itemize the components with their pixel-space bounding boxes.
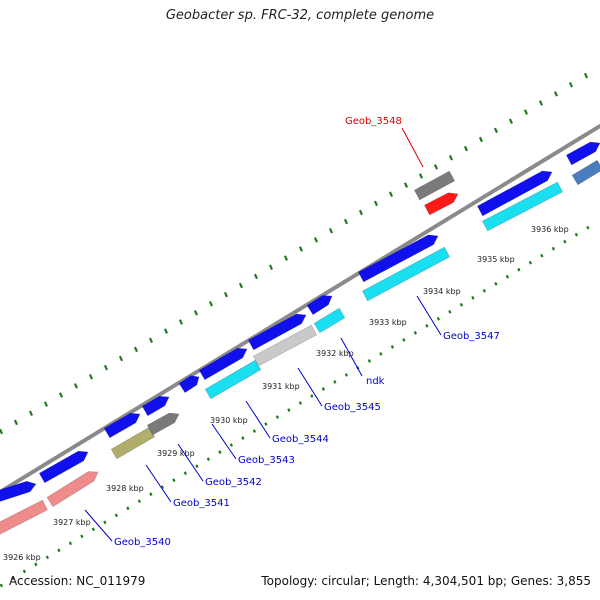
feature-layer	[0, 141, 600, 535]
gene-arrow[interactable]	[253, 324, 317, 367]
label-leader-line	[211, 423, 237, 460]
gene-arrow[interactable]	[204, 359, 262, 400]
gene-label[interactable]: ndk	[366, 376, 385, 387]
tick-layer	[0, 72, 590, 588]
gene-arrow[interactable]	[361, 246, 451, 302]
kbp-mark-label: 3928 kbp	[106, 484, 144, 493]
label-leader-line	[297, 367, 323, 407]
gene-arrow[interactable]	[476, 170, 553, 217]
backbone-line	[0, 123, 600, 495]
gene-arrow[interactable]	[306, 295, 333, 316]
gene-arrow[interactable]	[413, 170, 456, 201]
gene-label[interactable]: Geob_3540	[114, 537, 171, 548]
genome-backbone	[0, 123, 600, 495]
gene-arrow[interactable]	[141, 395, 170, 417]
genome-summary: Topology: circular; Length: 4,304,501 bp…	[261, 574, 591, 588]
gene-arrow[interactable]	[565, 141, 600, 166]
gene-label[interactable]: Geob_3547	[443, 331, 500, 342]
kbp-mark-label: 3936 kbp	[531, 225, 569, 234]
label-leader-line	[84, 509, 113, 542]
gene-label[interactable]: Geob_3543	[238, 455, 295, 466]
gene-label[interactable]: Geob_3545	[324, 402, 381, 413]
accession-text: Accession: NC_011979	[9, 574, 146, 588]
gene-arrow[interactable]	[103, 412, 141, 439]
kbp-mark-label: 3930 kbp	[210, 416, 248, 425]
gene-label[interactable]: Geob_3548	[345, 116, 402, 127]
kbp-mark-label: 3933 kbp	[369, 318, 407, 327]
gene-arrow[interactable]	[0, 499, 48, 535]
gene-arrow[interactable]	[482, 181, 563, 232]
label-leader-line	[245, 400, 271, 439]
label-leader-line	[340, 337, 363, 377]
gene-arrow[interactable]	[0, 480, 37, 502]
gene-arrow[interactable]	[424, 192, 459, 216]
kbp-mark-label: 3935 kbp	[477, 255, 515, 264]
map-title: Geobacter sp. FRC-32, complete genome	[165, 8, 435, 23]
outer-tick-row	[0, 72, 589, 435]
label-leader-line	[177, 443, 204, 482]
label-leader-line	[145, 464, 172, 503]
inner-tick-row	[0, 225, 590, 588]
kbp-scale: 3926 kbp 3927 kbp 3928 kbp 3929 kbp 3930 kbp…	[3, 225, 569, 562]
kbp-mark-label: 3927 kbp	[53, 518, 91, 527]
gene-label[interactable]: Geob_3544	[272, 434, 329, 445]
kbp-mark-label: 3931 kbp	[262, 382, 300, 391]
kbp-mark-label: 3929 kbp	[157, 449, 195, 458]
gene-arrow[interactable]	[313, 307, 346, 334]
gene-arrow[interactable]	[146, 412, 180, 436]
label-leader-line	[416, 295, 442, 336]
gene-arrow[interactable]	[198, 347, 248, 381]
gene-arrow[interactable]	[247, 313, 307, 351]
gene-label[interactable]: Geob_3542	[205, 477, 262, 488]
gene-arrow[interactable]	[571, 159, 600, 186]
gene-arrow[interactable]	[46, 471, 99, 508]
kbp-mark-label: 3932 kbp	[316, 349, 354, 358]
gene-label[interactable]: Geob_3541	[173, 498, 230, 509]
kbp-mark-label: 3926 kbp	[3, 553, 41, 562]
gene-arrow[interactable]	[358, 234, 439, 283]
gene-labels: Geob_3540 Geob_3541 Geob_3542 Geob_3543 Geob…	[84, 116, 500, 548]
gene-arrow[interactable]	[38, 450, 89, 484]
gene-arrow[interactable]	[178, 375, 200, 394]
kbp-mark-label: 3934 kbp	[423, 287, 461, 296]
label-leader-line	[401, 127, 424, 168]
